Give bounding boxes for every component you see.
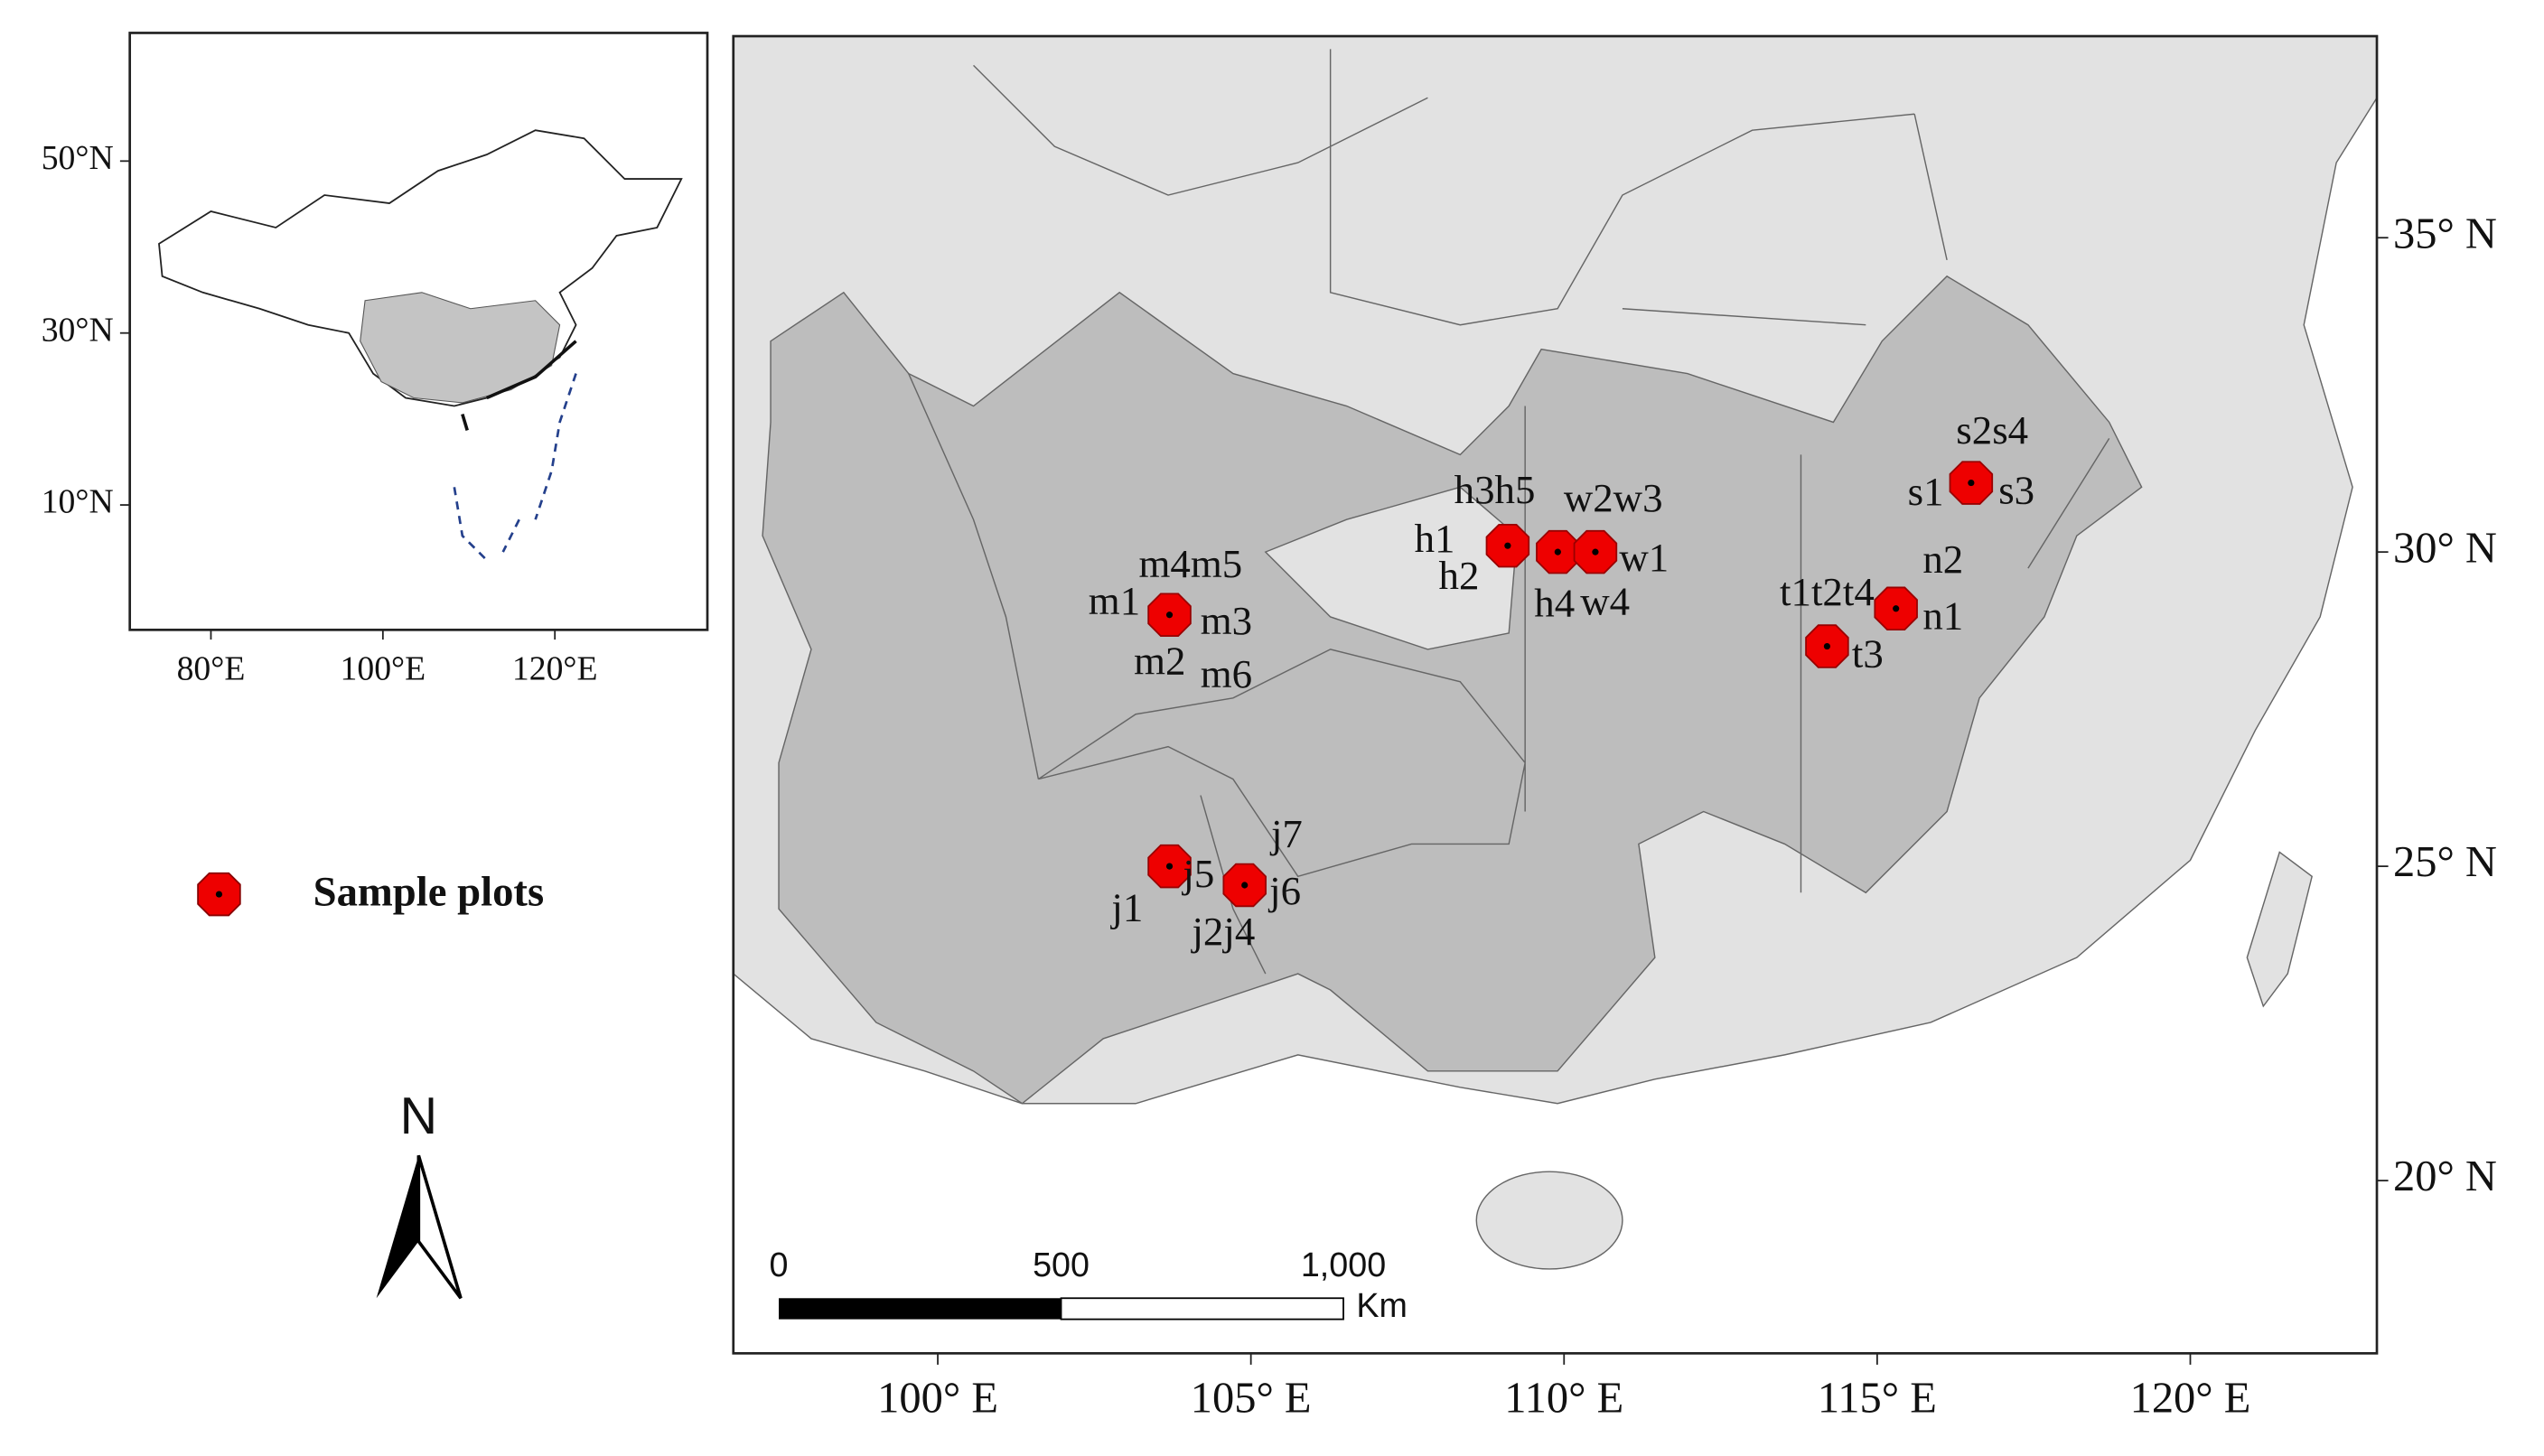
sample-plot-center [1592, 548, 1599, 555]
sample-plot-center [1165, 863, 1174, 870]
sample-plot-label: w2w3 [1564, 475, 1663, 520]
sample-plot-label: m3 [1201, 598, 1252, 643]
sample-plot-center [1968, 480, 1975, 487]
sample-plot-label: w4 [1580, 579, 1630, 624]
y-tick-label: 20° N [2393, 1153, 2497, 1200]
y-tick-label: 25° N [2393, 838, 2497, 886]
sample-plot-label: m1 [1089, 578, 1140, 623]
x-tick-label: 110° E [1504, 1374, 1623, 1422]
sample-plot-center [1893, 605, 1900, 612]
province-borders [908, 373, 2110, 975]
sample-plot-label: h3h5 [1454, 467, 1536, 512]
sample-plot-label: s1 [1908, 469, 1944, 514]
north-label: N [400, 1087, 437, 1145]
y-tick-label: 35° N [2393, 210, 2497, 257]
inset-x-tick-label: 80°E [177, 650, 246, 688]
scale-tick-label: 1,000 [1301, 1246, 1386, 1283]
sample-plot-center [1554, 548, 1561, 555]
northern-borders [973, 49, 1948, 326]
sample-plot-center [1165, 611, 1174, 619]
inset-boundary [453, 373, 577, 562]
sample-plot-label: j7 [1269, 811, 1303, 856]
sample-plot-label: t1t2t4 [1780, 569, 1875, 614]
hainan [1475, 1171, 1623, 1270]
sample-plot-label: j1 [1109, 885, 1143, 930]
sample-plot-label: m4m5 [1139, 541, 1243, 586]
x-tick-label: 120° E [2130, 1374, 2251, 1422]
legend-symbol-dot [215, 891, 223, 898]
taiwan [2246, 851, 2313, 1008]
sample-plot-label: m2 [1134, 639, 1185, 684]
scale-bar-white [1060, 1297, 1344, 1321]
sample-plot-label: j2j4 [1190, 909, 1255, 954]
chongqing [1264, 486, 1518, 650]
legend-label: Sample plots [313, 869, 545, 916]
main-frame [732, 34, 2379, 1355]
sample-plot-center [1241, 882, 1249, 889]
study-provinces [762, 275, 2143, 1105]
sample-plot-label: n1 [1922, 593, 1963, 639]
sample-plot-label: s2s4 [1956, 407, 2028, 453]
x-tick-label: 115° E [1818, 1374, 1937, 1422]
sample-plot-label: w1 [1619, 535, 1669, 580]
x-tick-label: 105° E [1191, 1374, 1312, 1422]
x-tick-label: 100° E [877, 1374, 998, 1422]
scale-tick-label: 500 [1033, 1246, 1090, 1283]
inset-x-tick-label: 100°E [341, 650, 426, 688]
sample-plot-label: j6 [1267, 868, 1301, 913]
sample-plot-center [1504, 542, 1511, 549]
scale-tick-label: 0 [770, 1246, 789, 1283]
sample-plot-label: h4 [1534, 581, 1575, 626]
north-arrow-right [416, 1154, 463, 1300]
sample-plot-center [1823, 642, 1831, 650]
sample-plot-label: n2 [1922, 537, 1963, 582]
inset-y-tick-label: 10°N [42, 483, 114, 521]
scale-unit: Km [1356, 1286, 1408, 1324]
inset-y-tick-label: 50°N [42, 139, 114, 177]
sample-plot-label: h2 [1439, 553, 1480, 598]
scale-bar-black [779, 1298, 1062, 1320]
north-arrow-left [376, 1155, 419, 1299]
sample-plot-label: t3 [1852, 630, 1884, 676]
sample-plot-label: j5 [1181, 851, 1214, 896]
inset-coast [461, 340, 577, 431]
sample-plot-label: m6 [1201, 651, 1252, 696]
sample-plot-label: h1 [1415, 516, 1455, 561]
inset-x-tick-label: 120°E [512, 650, 598, 688]
inset-y-tick-label: 30°N [42, 311, 114, 349]
y-tick-label: 30° N [2393, 524, 2497, 572]
sample-plot-label: s3 [1998, 467, 2034, 512]
